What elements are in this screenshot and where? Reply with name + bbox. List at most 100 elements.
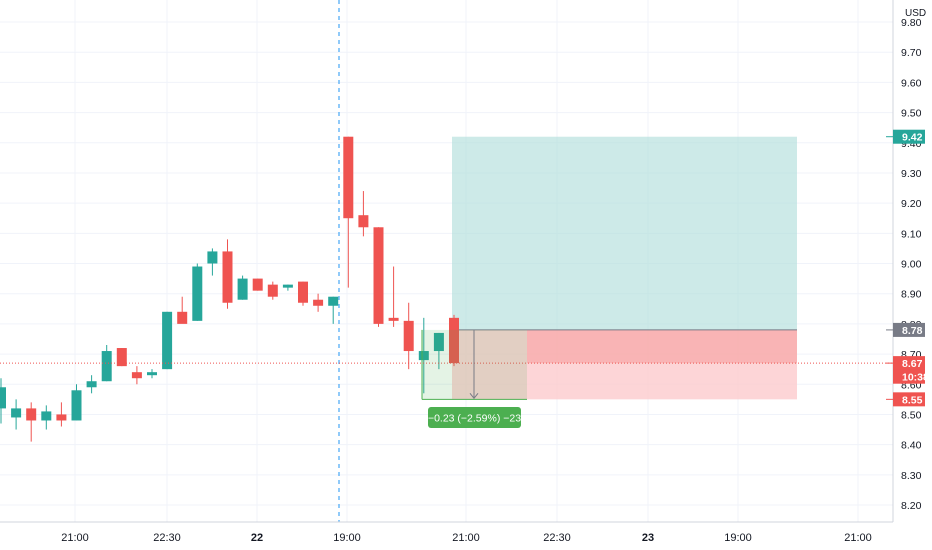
- price-tag-label: 8.67: [902, 358, 923, 370]
- price-tag-label: 8.78: [902, 325, 923, 337]
- candle: [41, 405, 52, 430]
- price-tag-label: 10:38: [902, 372, 929, 384]
- candle-body: [282, 284, 293, 288]
- candle-body: [449, 317, 459, 364]
- candle: [207, 248, 218, 276]
- time-tick-label: 19:00: [333, 532, 361, 544]
- candle: [116, 348, 127, 367]
- price-tick-label: 8.40: [901, 440, 922, 452]
- candle-body: [192, 266, 203, 321]
- candle-body: [162, 311, 173, 370]
- candle-body: [71, 390, 82, 421]
- candle: [131, 366, 142, 385]
- loss-zone-active: [527, 329, 797, 364]
- candle: [222, 239, 233, 309]
- price-tag-bg: [893, 369, 925, 384]
- time-tick-label: 21:00: [452, 532, 480, 544]
- time-tick-label: 22:30: [153, 532, 181, 544]
- profit-zone[interactable]: [452, 136, 797, 330]
- candle-body: [116, 348, 127, 367]
- measure-label-box: [428, 407, 521, 428]
- candle-body: [101, 351, 112, 382]
- price-tag-bg: [893, 129, 925, 144]
- candle: [449, 314, 459, 367]
- price-tag: 10:38: [893, 369, 929, 384]
- candle: [11, 399, 22, 430]
- price-tick-label: 9.80: [901, 17, 922, 29]
- candle: [162, 311, 173, 370]
- measure-arrow-head: [469, 393, 479, 400]
- price-tag-label: 9.42: [902, 132, 923, 144]
- candle: [0, 378, 6, 424]
- loss-zone[interactable]: [452, 329, 797, 400]
- price-tick-label: 8.90: [901, 289, 922, 301]
- candle-body: [11, 408, 22, 418]
- candle: [56, 402, 67, 427]
- candle: [328, 296, 339, 324]
- price-tick-label: 9.50: [901, 108, 922, 120]
- candle-body: [388, 317, 399, 321]
- candle: [282, 284, 293, 291]
- candle-body: [418, 351, 429, 361]
- candle: [388, 266, 399, 327]
- candle: [237, 275, 248, 300]
- price-tick-label: 8.30: [901, 470, 922, 482]
- candles: [0, 136, 459, 442]
- candle: [26, 402, 37, 442]
- candle: [252, 278, 263, 291]
- candle-body: [147, 372, 157, 376]
- candle-body: [343, 136, 354, 219]
- candle-body: [267, 284, 278, 297]
- time-tick-label: 22:30: [543, 532, 571, 544]
- price-tag: 9.42: [886, 129, 925, 144]
- candle-body: [86, 381, 97, 388]
- price-tag-bg: [893, 356, 925, 371]
- currency-label: USD: [905, 8, 926, 19]
- candle: [418, 317, 429, 394]
- candle-body: [328, 296, 339, 306]
- price-tick-label: 9.00: [901, 259, 922, 271]
- price-tag-label: 8.55: [902, 394, 923, 406]
- measure-label: −0.23 (−2.59%) −23: [428, 413, 521, 425]
- candle: [192, 263, 203, 321]
- time-tick-label: 23: [642, 532, 654, 544]
- candle: [313, 293, 324, 312]
- measure-tool[interactable]: −0.23 (−2.59%) −23: [421, 329, 527, 428]
- candle-body: [56, 414, 67, 421]
- time-tick-label: 21:00: [61, 532, 89, 544]
- candle-body: [358, 215, 369, 228]
- candle-body: [313, 299, 324, 306]
- candle: [358, 191, 369, 237]
- candle: [267, 281, 278, 300]
- time-tick-label: 19:00: [724, 532, 752, 544]
- candle-body: [131, 372, 142, 379]
- candle: [298, 281, 308, 306]
- price-tick-label: 9.20: [901, 198, 922, 210]
- candle-body: [222, 251, 233, 303]
- candle-body: [373, 227, 384, 324]
- time-axis[interactable]: 21:00 22:30 22 19:00 21:00 22:30 23 19:00 21:00: [0, 521, 893, 544]
- candle: [177, 296, 188, 324]
- time-tick-label: 21:00: [844, 532, 872, 544]
- price-tick-label: 9.70: [901, 47, 922, 59]
- position-zones[interactable]: [452, 136, 797, 400]
- price-tick-label: 8.50: [901, 409, 922, 421]
- price-tag: 8.78: [886, 322, 925, 337]
- price-tag: 8.67: [886, 356, 925, 371]
- candle-body: [298, 281, 308, 303]
- price-tick-label: 9.10: [901, 228, 922, 240]
- candle: [86, 375, 97, 394]
- candle-body: [0, 387, 6, 409]
- candle-body: [252, 278, 263, 291]
- time-tick-label: 22: [251, 532, 263, 544]
- price-tag: 8.55: [886, 392, 925, 407]
- candle-body: [237, 278, 248, 300]
- candle: [71, 384, 82, 421]
- candle: [403, 302, 414, 370]
- candle-body: [26, 408, 37, 421]
- candle: [147, 369, 157, 379]
- price-axis[interactable]: 8.208.308.408.508.608.708.808.909.009.10…: [892, 0, 926, 522]
- price-tick-label: 9.60: [901, 77, 922, 89]
- candle-body: [207, 251, 218, 264]
